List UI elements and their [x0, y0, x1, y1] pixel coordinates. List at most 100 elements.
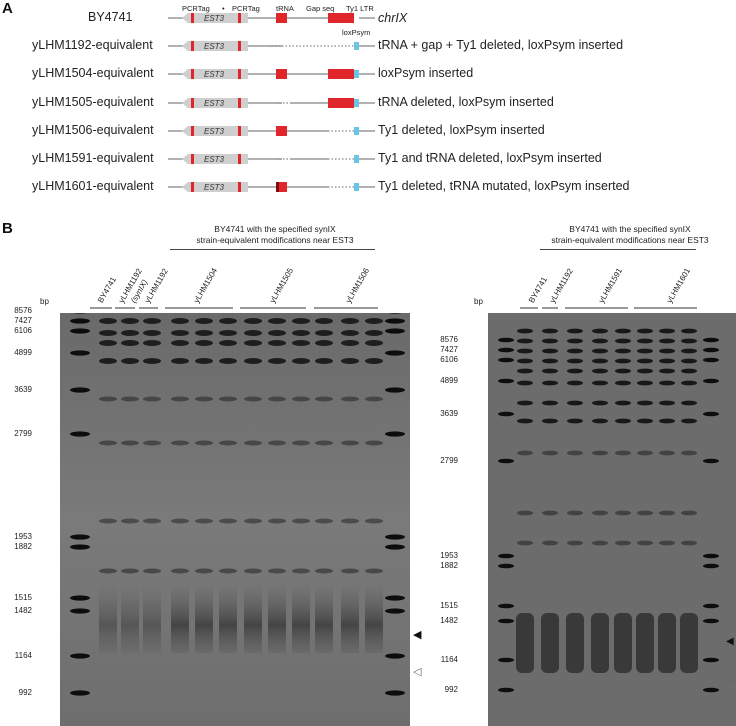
loxpsym-label: loxPsym: [342, 28, 371, 37]
pcrtag-mark-2: [238, 154, 241, 164]
marker-size-label: 1164: [440, 655, 458, 664]
ty1-ltr-box: [328, 69, 354, 79]
trna-box: [276, 69, 287, 79]
marker-size-label: 1882: [440, 561, 458, 570]
pcrtag-mark-2: [238, 182, 241, 192]
trna-label: tRNA: [276, 4, 294, 13]
marker-size-label: 1515: [14, 593, 32, 602]
right-open-arrow-icon: ◁: [726, 674, 734, 685]
ty1-ltr-box: [328, 13, 354, 23]
est3-label: EST3: [204, 155, 225, 164]
marker-size-label: 7427: [440, 345, 458, 354]
marker-size-label: 7427: [14, 316, 32, 325]
strain-label: yLHM1192-equivalent: [32, 38, 153, 52]
construct-row: EST3: [168, 69, 375, 79]
pcrtag-mark-1: [191, 69, 194, 79]
ty1-ltr-box: [328, 98, 354, 108]
pcrtag-mark-1: [191, 154, 194, 164]
right-lane-ylhm1601: yLHM1601: [665, 266, 693, 305]
construct-row: EST3: [168, 13, 375, 23]
left-lane-ylhm1505: yLHM1505: [268, 266, 296, 305]
pcrtag-mark-2: [238, 98, 241, 108]
chromosome-label: chrIX: [378, 11, 408, 25]
construct-row: EST3: [168, 126, 375, 136]
marker-size-label: 1482: [440, 616, 458, 625]
trna-mutated-box: [276, 182, 287, 192]
construct-description: tRNA deleted, loxPsym inserted: [378, 95, 554, 109]
est3-label: EST3: [204, 70, 225, 79]
loxpsym-box: [354, 155, 359, 163]
left-filled-arrow-icon: ◀: [413, 629, 422, 641]
left-gel-header-line1: BY4741 with the specified synIX: [214, 224, 336, 234]
marker-size-label: 3639: [14, 385, 32, 394]
marker-size-label: 1515: [440, 601, 458, 610]
right-bp-label: bp: [474, 297, 483, 306]
right-gel-header: BY4741 with the specified synIX strain-e…: [535, 224, 725, 246]
pcrtag-mark-2: [238, 126, 241, 136]
construct-row: EST3: [168, 154, 375, 164]
left-gel-header-line2: strain-equivalent modifications near EST…: [196, 235, 354, 245]
trna-box: [276, 13, 287, 23]
pcrtag-mark-1: [191, 126, 194, 136]
construct-row: EST3: [168, 98, 375, 108]
marker-size-label: 6106: [14, 326, 32, 335]
construct-description: tRNA + gap + Ty1 deleted, loxPsym insert…: [378, 38, 624, 52]
right-lane-ylhm1591: yLHM1591: [597, 266, 625, 305]
marker-size-label: 8576: [440, 335, 458, 344]
right-header-rule: [540, 249, 696, 250]
marker-size-label: 1882: [14, 542, 32, 551]
construct-row: EST3: [168, 182, 375, 192]
dot-label: •: [222, 4, 225, 13]
trna-box: [276, 126, 287, 136]
loxpsym-box: [354, 42, 359, 50]
panel-a-letter: A: [2, 0, 13, 17]
left-header-rule: [170, 249, 375, 250]
marker-size-label: 1164: [14, 651, 32, 660]
left-gel-header: BY4741 with the specified synIX strain-e…: [170, 224, 380, 246]
marker-size-label: 4899: [14, 348, 32, 357]
strain-label: yLHM1601-equivalent: [32, 179, 154, 193]
pcrtag-label-2: PCRTag: [232, 4, 260, 13]
est3-label: EST3: [204, 183, 225, 192]
right-filled-arrow-icon: ◀: [726, 636, 734, 647]
construct-description: Ty1 deleted, tRNA mutated, loxPsym inser…: [378, 179, 630, 193]
strain-label: yLHM1506-equivalent: [32, 123, 154, 137]
lane-underlines: [90, 307, 697, 309]
strain-label: yLHM1505-equivalent: [32, 95, 154, 109]
panel-b-letter: B: [2, 220, 13, 237]
construct-diagrams: EST3 EST3 EST3 EST3 EST3 EST3 EST3: [168, 13, 375, 192]
pcrtag-mark-2: [238, 13, 241, 23]
marker-size-label: 992: [444, 685, 458, 694]
pcrtag-mark-1: [191, 13, 194, 23]
marker-size-label: 2799: [440, 456, 458, 465]
pcrtag-label-1: PCRTag: [182, 4, 210, 13]
pcrtag-mark-1: [191, 41, 194, 51]
right-gel-header-line1: BY4741 with the specified synIX: [569, 224, 691, 234]
right-lane-ylhm1192: yLHM1192: [548, 267, 575, 305]
pcrtag-mark-1: [191, 182, 194, 192]
est3-label: EST3: [204, 99, 225, 108]
right-gel-header-line2: strain-equivalent modifications near EST…: [551, 235, 709, 245]
marker-size-label: 1953: [440, 551, 458, 560]
est3-label: EST3: [204, 42, 225, 51]
right-gel-image: [488, 313, 736, 726]
construct-description: loxPsym inserted: [378, 66, 474, 80]
left-bp-label: bp: [40, 297, 49, 306]
left-gel-image: [60, 313, 410, 726]
loxpsym-box: [354, 70, 359, 78]
marker-size-label: 2799: [14, 429, 32, 438]
strain-label: BY4741: [88, 10, 133, 24]
left-open-arrow-icon: ◁: [413, 666, 422, 678]
left-lane-ylhm1506: yLHM1506: [344, 266, 372, 305]
ty1-ltr-label: Ty1 LTR: [346, 4, 374, 13]
gap-seq-label: Gap seq: [306, 4, 335, 13]
strain-label: yLHM1504-equivalent: [32, 66, 154, 80]
loxpsym-box: [354, 99, 359, 107]
left-lane-ylhm1504: yLHM1504: [192, 266, 220, 305]
marker-size-label: 3639: [440, 409, 458, 418]
strain-label: yLHM1591-equivalent: [32, 151, 154, 165]
loxpsym-box: [354, 127, 359, 135]
loxpsym-box: [354, 183, 359, 191]
construct-description: Ty1 deleted, loxPsym inserted: [378, 123, 545, 137]
est3-label: EST3: [204, 14, 225, 23]
